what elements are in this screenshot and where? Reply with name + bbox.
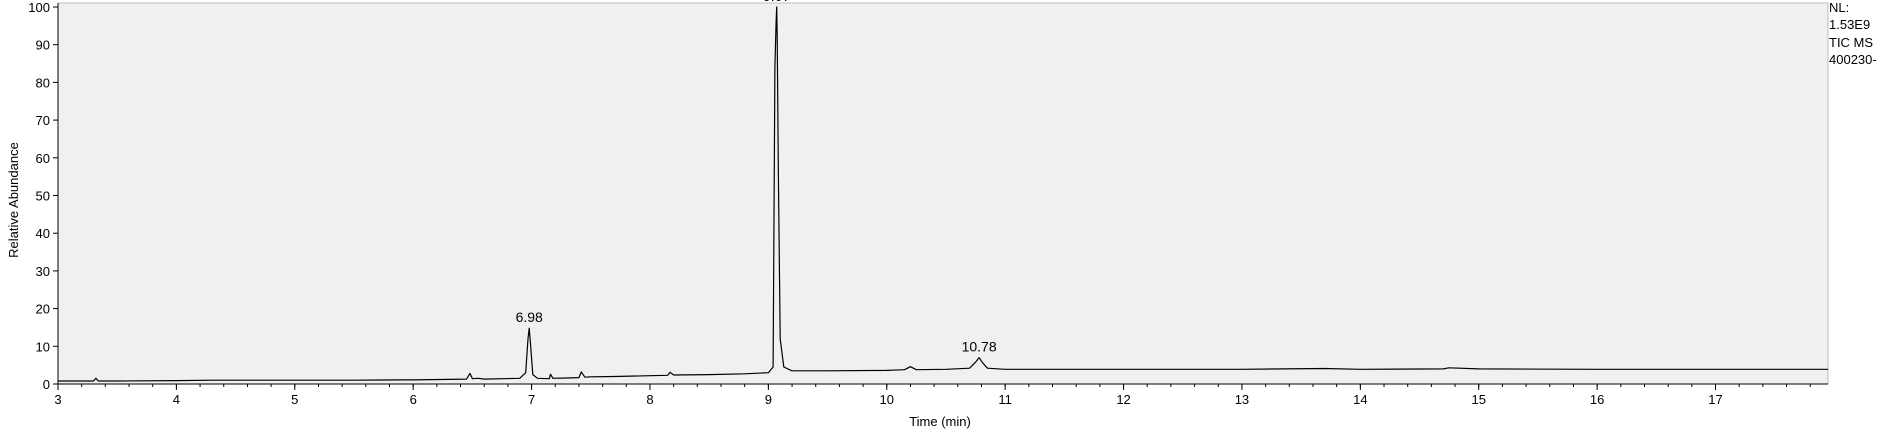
y-tick-label: 0: [43, 377, 50, 392]
x-tick-label: 3: [54, 392, 61, 407]
peak-labels: 6.98 9.07 10.78: [516, 0, 997, 355]
peak-label: 10.78: [962, 339, 997, 355]
nl-value: 1.53E9: [1829, 17, 1870, 32]
x-tick-label: 11: [998, 392, 1012, 407]
y-tick-label: 100: [28, 0, 50, 15]
peak-label: 6.98: [516, 309, 543, 325]
x-tick-label: 8: [646, 392, 653, 407]
x-tick-label: 15: [1472, 392, 1486, 407]
y-tick-label: 40: [36, 226, 50, 241]
x-tick-label: 17: [1708, 392, 1722, 407]
y-tick-label: 20: [36, 302, 50, 317]
x-tick-label: 9: [765, 392, 772, 407]
y-tick-label: 50: [36, 189, 50, 204]
sample-id: 400230-: [1829, 52, 1877, 67]
x-tick-label: 4: [173, 392, 180, 407]
x-tick-label: 14: [1353, 392, 1367, 407]
x-axis-title: Time (min): [909, 414, 971, 429]
plot-area: [57, 2, 1829, 385]
x-tick-label: 5: [291, 392, 298, 407]
scan-type: TIC MS: [1829, 35, 1873, 50]
y-tick-label: 60: [36, 151, 50, 166]
y-tick-label: 30: [36, 264, 50, 279]
x-tick-label: 7: [528, 392, 535, 407]
x-tick-label: 16: [1590, 392, 1604, 407]
y-tick-label: 90: [36, 38, 50, 53]
x-axis-ticks: 3 4 5 6 7 8 9 10 11 12 13 14 15 16 17: [54, 384, 1811, 407]
y-axis-ticks: 0 10 20 30 40 50 60 70 80 90 100: [28, 0, 58, 392]
y-axis-title: Relative Abundance: [6, 142, 21, 258]
y-tick-label: 10: [36, 339, 50, 354]
tic-trace-line: [58, 6, 1828, 382]
peak-label: 9.07: [763, 0, 790, 4]
nl-label: NL:: [1829, 0, 1849, 15]
x-tick-label: 10: [880, 392, 894, 407]
x-tick-label: 6: [410, 392, 417, 407]
y-tick-label: 80: [36, 75, 50, 90]
y-tick-label: 70: [36, 113, 50, 128]
x-tick-label: 12: [1116, 392, 1130, 407]
x-tick-label: 13: [1235, 392, 1249, 407]
